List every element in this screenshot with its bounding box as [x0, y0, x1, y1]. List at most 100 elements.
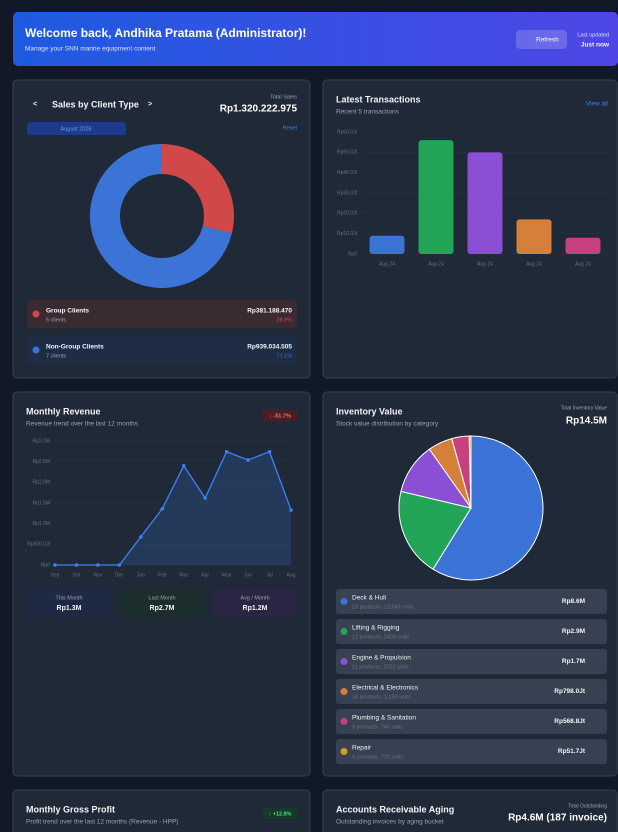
legend-dot — [340, 748, 348, 755]
legend-sub: 4 products, 720 units — [352, 754, 403, 760]
legend-value: Rp8.6M — [562, 598, 585, 605]
legend-row — [336, 619, 607, 644]
total-label: Total Outstanding — [568, 803, 607, 809]
updated-value: Just now — [581, 42, 610, 49]
legend-sub: 12 products, 2403 units — [352, 634, 409, 640]
panel-subtitle: Outstanding invoices by aging bucket — [336, 819, 444, 826]
point — [96, 563, 100, 567]
x-tick-label: Nov — [93, 572, 102, 578]
legend-row — [336, 649, 607, 674]
legend-value: Rp381.188.470 — [247, 308, 292, 315]
panel-subtitle: Stock value distribution by category — [336, 421, 439, 428]
total-label: Total Inventory Value — [561, 405, 608, 411]
legend-value: Rp939.034.505 — [247, 344, 292, 351]
legend-sub: 11 products, 2022 units — [352, 664, 409, 670]
x-tick-label: Aug 24 — [575, 261, 591, 267]
x-tick-label: Sep — [51, 572, 60, 578]
y-tick-label: Rp3.0M — [32, 438, 50, 444]
point — [53, 563, 57, 567]
x-tick-label: Jun — [244, 572, 252, 578]
stat-label: Last Month — [148, 595, 175, 601]
legend-name: Electrical & Electronics — [352, 685, 419, 692]
page-title: Welcome back, Andhika Pratama (Administr… — [25, 26, 306, 40]
legend-pct: 71.1% — [276, 353, 292, 359]
total-label: Total Sales — [270, 94, 297, 100]
legend-sub: 9 products, 746 units — [352, 724, 403, 730]
y-tick-label: Rp2.0M — [32, 480, 50, 486]
pie-slice — [398, 490, 472, 570]
legend-sub: 7 clients — [46, 353, 66, 359]
y-tick-label: Rp0 — [348, 251, 357, 257]
badge — [262, 808, 298, 819]
legend-value: Rp568.8Jt — [554, 718, 586, 725]
legend-value: Rp798.0Jt — [554, 688, 586, 695]
legend-dot — [32, 346, 40, 354]
y-tick-label: Rp40.0Jt — [337, 170, 358, 176]
x-tick-label: Dec — [115, 572, 124, 578]
x-tick-label: Aug 24 — [526, 261, 542, 267]
point — [74, 563, 79, 567]
pie-slice — [468, 435, 472, 509]
next-button[interactable]: > — [148, 101, 152, 108]
total-value: Rp4.6M (187 invoice) — [508, 813, 607, 824]
x-tick-label: Jan — [137, 572, 145, 578]
area — [55, 451, 291, 565]
legend-name: Repair — [352, 745, 372, 752]
badge-label: ↓ -51.7% — [269, 413, 291, 419]
pie-slice — [432, 435, 544, 581]
view-all-link[interactable]: View all — [586, 101, 609, 108]
stat-box — [119, 588, 205, 617]
x-tick-label: Oct — [73, 572, 81, 578]
y-tick-label: Rp2.5M — [32, 459, 50, 465]
period-pill[interactable] — [27, 122, 126, 135]
legend-sub: 23 products, 13,049 units — [352, 604, 414, 610]
panel-title: Monthly Gross Profit — [26, 804, 115, 814]
line — [55, 450, 292, 566]
period-label: August 2026 — [61, 126, 92, 132]
stat-value: Rp1.3M — [57, 605, 82, 612]
y-tick-label: Rp1.5M — [32, 500, 50, 506]
legend-row — [27, 336, 297, 364]
point — [267, 449, 272, 454]
stat-value: Rp1.2M — [243, 605, 268, 612]
bar — [369, 235, 405, 254]
point — [117, 563, 122, 567]
legend-name: Engine & Propulsion — [352, 655, 411, 662]
updated-label: Last updated — [577, 32, 609, 38]
panel — [12, 789, 311, 832]
panel — [12, 391, 311, 777]
panel-subtitle: Profit trend over the last 12 months (Re… — [26, 819, 178, 826]
bar — [516, 219, 552, 254]
panel-title: Sales by Client Type — [52, 99, 139, 109]
y-tick-label: Rp1.0M — [32, 521, 50, 527]
legend-sub: 18 products, 1,150 units — [352, 694, 411, 700]
bar — [418, 140, 454, 254]
panel-title: Accounts Receivable Aging — [336, 804, 454, 814]
badge-label: ↑ +12.8% — [268, 811, 291, 817]
point — [139, 535, 143, 539]
legend-dot — [340, 688, 348, 695]
legend-sub: 5 clients — [46, 317, 66, 323]
x-tick-label: Apr — [201, 572, 209, 578]
point — [160, 506, 165, 511]
reset-link[interactable]: Reset — [283, 125, 298, 131]
refresh-button-label[interactable]: Refresh — [536, 37, 559, 44]
legend-value: Rp1.7M — [562, 658, 585, 665]
refresh-button[interactable] — [516, 30, 567, 49]
panel — [322, 789, 618, 832]
stat-box — [213, 588, 297, 617]
y-tick-label: Rp0 — [41, 562, 50, 568]
prev-button[interactable]: < — [33, 101, 37, 108]
panel-subtitle: Recent 5 transactions — [336, 109, 400, 116]
y-tick-label: Rp60.0Jt — [337, 129, 358, 135]
x-tick-label: Aug — [287, 572, 296, 578]
bar — [565, 237, 601, 254]
panel-title: Monthly Revenue — [26, 406, 101, 416]
legend-dot — [32, 310, 40, 318]
legend-dot — [340, 628, 348, 635]
total-value: Rp14.5M — [566, 416, 607, 427]
badge — [262, 410, 298, 421]
legend-name: Group Clients — [46, 308, 89, 315]
legend-value: Rp2.9M — [562, 628, 585, 635]
bar — [467, 152, 503, 254]
